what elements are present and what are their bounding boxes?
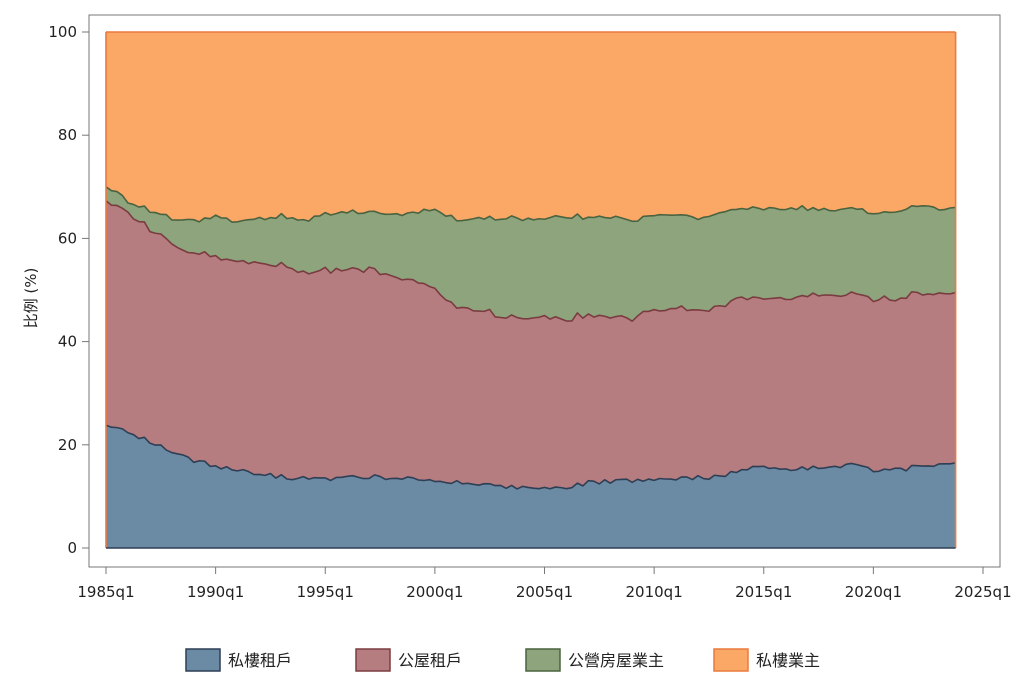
- area-series-2: [106, 200, 956, 549]
- legend-label-2: 公屋租戶: [398, 651, 462, 670]
- area-series-1: [106, 425, 956, 548]
- areas-layer: [106, 32, 956, 549]
- x-tick-label: 2005q1: [516, 583, 573, 601]
- x-tick-label: 2010q1: [626, 583, 683, 601]
- lines-layer: [105, 31, 957, 549]
- y-axis-title: 比例 (%): [22, 268, 40, 329]
- legend-swatch-1: [185, 648, 221, 672]
- legend-label-1: 私樓租戶: [228, 651, 292, 670]
- y-tick-label: 100: [48, 23, 77, 41]
- line-series-1: [105, 424, 956, 490]
- x-tick-label: 1995q1: [297, 583, 354, 601]
- x-ticks-layer: 1985q1 1990q1 1995q1 2000q1 2005q1 2010q1 2015…: [77, 567, 1012, 601]
- y-ticks-layer: 0 20 40 60 80 100: [48, 23, 89, 557]
- x-tick-label: 1990q1: [187, 583, 244, 601]
- legend: 私樓租戶 公屋租戶 公營房屋業主 私樓業主: [185, 648, 820, 672]
- line-series-3: [105, 186, 956, 223]
- y-tick-label: 20: [58, 436, 77, 454]
- x-tick-label: 2025q1: [954, 583, 1011, 601]
- y-tick-label: 60: [58, 229, 77, 247]
- y-tick-label: 0: [67, 539, 77, 557]
- legend-swatch-2: [355, 648, 391, 672]
- legend-label-3: 公營房屋業主: [568, 651, 664, 670]
- x-tick-label: 2020q1: [845, 583, 902, 601]
- y-tick-label: 80: [58, 126, 77, 144]
- legend-swatch-3: [525, 648, 561, 672]
- x-tick-label: 1985q1: [77, 583, 134, 601]
- x-tick-label: 2015q1: [735, 583, 792, 601]
- legend-label-4: 私樓業主: [756, 651, 820, 670]
- legend-swatch-4: [713, 648, 749, 672]
- y-tick-label: 40: [58, 333, 77, 351]
- line-series-2: [105, 200, 956, 323]
- x-tick-label: 2000q1: [406, 583, 463, 601]
